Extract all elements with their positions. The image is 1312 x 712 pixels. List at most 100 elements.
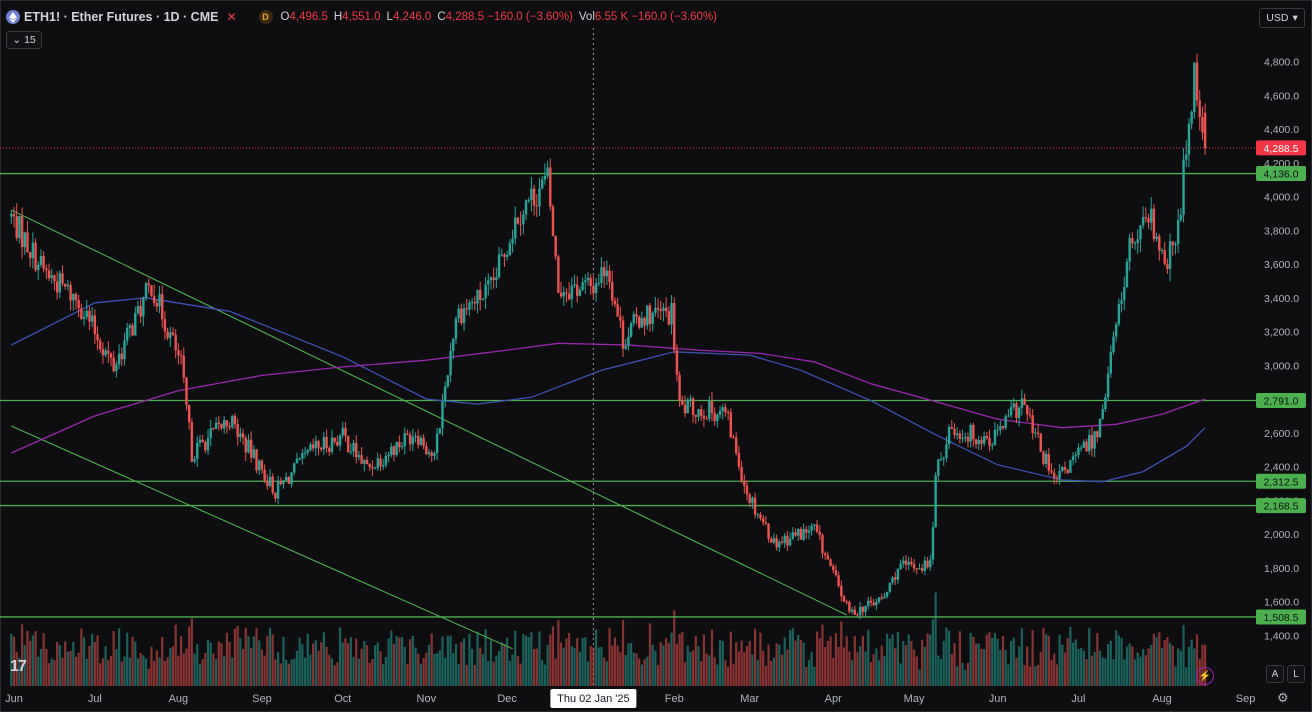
- candle-body: [1176, 220, 1180, 244]
- volume-bar: [336, 662, 339, 686]
- candle-body: [1004, 416, 1007, 428]
- volume-bar: [1147, 648, 1150, 686]
- candle-body: [1133, 242, 1137, 244]
- volume-bar: [1195, 634, 1199, 686]
- candle-body: [268, 476, 272, 486]
- candle-body: [99, 340, 102, 350]
- candle-body: [220, 423, 223, 429]
- volume-bar: [850, 660, 854, 686]
- candle-body: [934, 475, 937, 528]
- candle-body: [549, 167, 552, 207]
- time-tick-label: Jun: [5, 693, 23, 705]
- candle-body: [694, 414, 697, 417]
- candle-body: [88, 310, 91, 322]
- candle-body: [443, 386, 447, 402]
- price-tick-label: 3,400.0: [1264, 293, 1299, 305]
- candle-body: [1185, 154, 1188, 160]
- volume-bar: [1142, 648, 1145, 686]
- candle-body: [673, 302, 676, 351]
- candle-body: [570, 285, 574, 300]
- candle-body: [691, 398, 695, 415]
- candle-body: [753, 497, 757, 515]
- lightning-icon[interactable]: ⚡: [1196, 667, 1214, 685]
- volume-bar: [651, 644, 654, 686]
- candle-body: [290, 472, 293, 484]
- candle-body: [783, 535, 786, 543]
- volume-bar: [374, 645, 377, 686]
- volume-bar: [409, 639, 412, 686]
- level-price-tag: [1256, 393, 1306, 409]
- volume-bar: [966, 662, 970, 686]
- close-icon[interactable]: ✕: [226, 10, 237, 24]
- volume-bar: [433, 653, 436, 686]
- candle-body: [1195, 62, 1199, 101]
- indicators-toggle[interactable]: ⌄ 15: [6, 31, 42, 49]
- volume-bar: [406, 663, 409, 686]
- candle-body: [128, 325, 132, 328]
- candle-body: [724, 407, 727, 412]
- price-tick-label: 4,600.0: [1264, 90, 1299, 102]
- candle-body: [328, 448, 331, 452]
- volume-bar: [287, 663, 290, 686]
- volume-bar: [753, 628, 757, 686]
- volume-bar: [462, 638, 466, 686]
- candle-body: [465, 308, 468, 310]
- ohlc-low-key: L: [386, 11, 393, 23]
- candle-body: [117, 353, 121, 365]
- candle-body: [112, 357, 115, 372]
- candle-body: [201, 439, 204, 442]
- price-tick-label: 2,000.0: [1264, 529, 1299, 541]
- log-scale-button[interactable]: L: [1287, 665, 1305, 683]
- candle-body: [581, 282, 584, 290]
- volume-bar: [921, 639, 924, 686]
- volume-bar: [1163, 639, 1166, 686]
- volume-bar: [799, 639, 802, 686]
- time-tick-label: Mar: [740, 693, 759, 705]
- candle-body: [926, 560, 929, 568]
- candle-body: [969, 425, 972, 442]
- candle-body: [1203, 112, 1207, 148]
- volume-bar: [958, 631, 961, 686]
- candle-body: [503, 254, 506, 257]
- auto-scale-button[interactable]: A: [1266, 665, 1284, 683]
- candle-body: [1150, 208, 1153, 223]
- gear-icon[interactable]: ⚙: [1277, 690, 1289, 705]
- candle-body: [217, 422, 221, 424]
- candle-body: [134, 313, 137, 336]
- candle-body: [344, 427, 347, 436]
- candle-body: [514, 217, 517, 239]
- candle-body: [640, 318, 644, 328]
- candle-body: [136, 305, 140, 314]
- volume-bar: [646, 656, 649, 686]
- candle-body: [295, 458, 299, 464]
- volume-bar: [1069, 626, 1072, 686]
- candle-body: [654, 307, 657, 313]
- volume-bar: [511, 654, 514, 686]
- volume-bar: [877, 660, 881, 686]
- volume-bar: [220, 643, 223, 686]
- volume-bar: [400, 637, 404, 686]
- candle-body: [1026, 405, 1029, 415]
- candle-body: [659, 309, 662, 311]
- volume-bar: [856, 651, 859, 686]
- candle-body: [794, 532, 797, 536]
- candle-body: [373, 468, 377, 470]
- volume-bar: [956, 666, 959, 686]
- volume-bar: [1155, 636, 1158, 686]
- volume-bar: [1074, 639, 1077, 686]
- candle-body: [915, 568, 918, 570]
- candle-body: [826, 555, 830, 560]
- candle-body: [330, 437, 334, 452]
- volume-bar: [185, 648, 188, 686]
- volume-bar: [371, 659, 374, 686]
- candle-body: [745, 485, 749, 495]
- candle-body: [775, 538, 778, 548]
- volume-bar: [541, 659, 544, 686]
- volume-bar: [794, 640, 797, 686]
- time-tick-label: Jul: [88, 693, 102, 705]
- candle-body: [255, 449, 258, 471]
- currency-select[interactable]: USD ▾: [1259, 8, 1305, 28]
- symbol-title[interactable]: ETH1! · Ether Futures · 1D · CME: [24, 10, 219, 24]
- volume-bar: [1187, 646, 1191, 686]
